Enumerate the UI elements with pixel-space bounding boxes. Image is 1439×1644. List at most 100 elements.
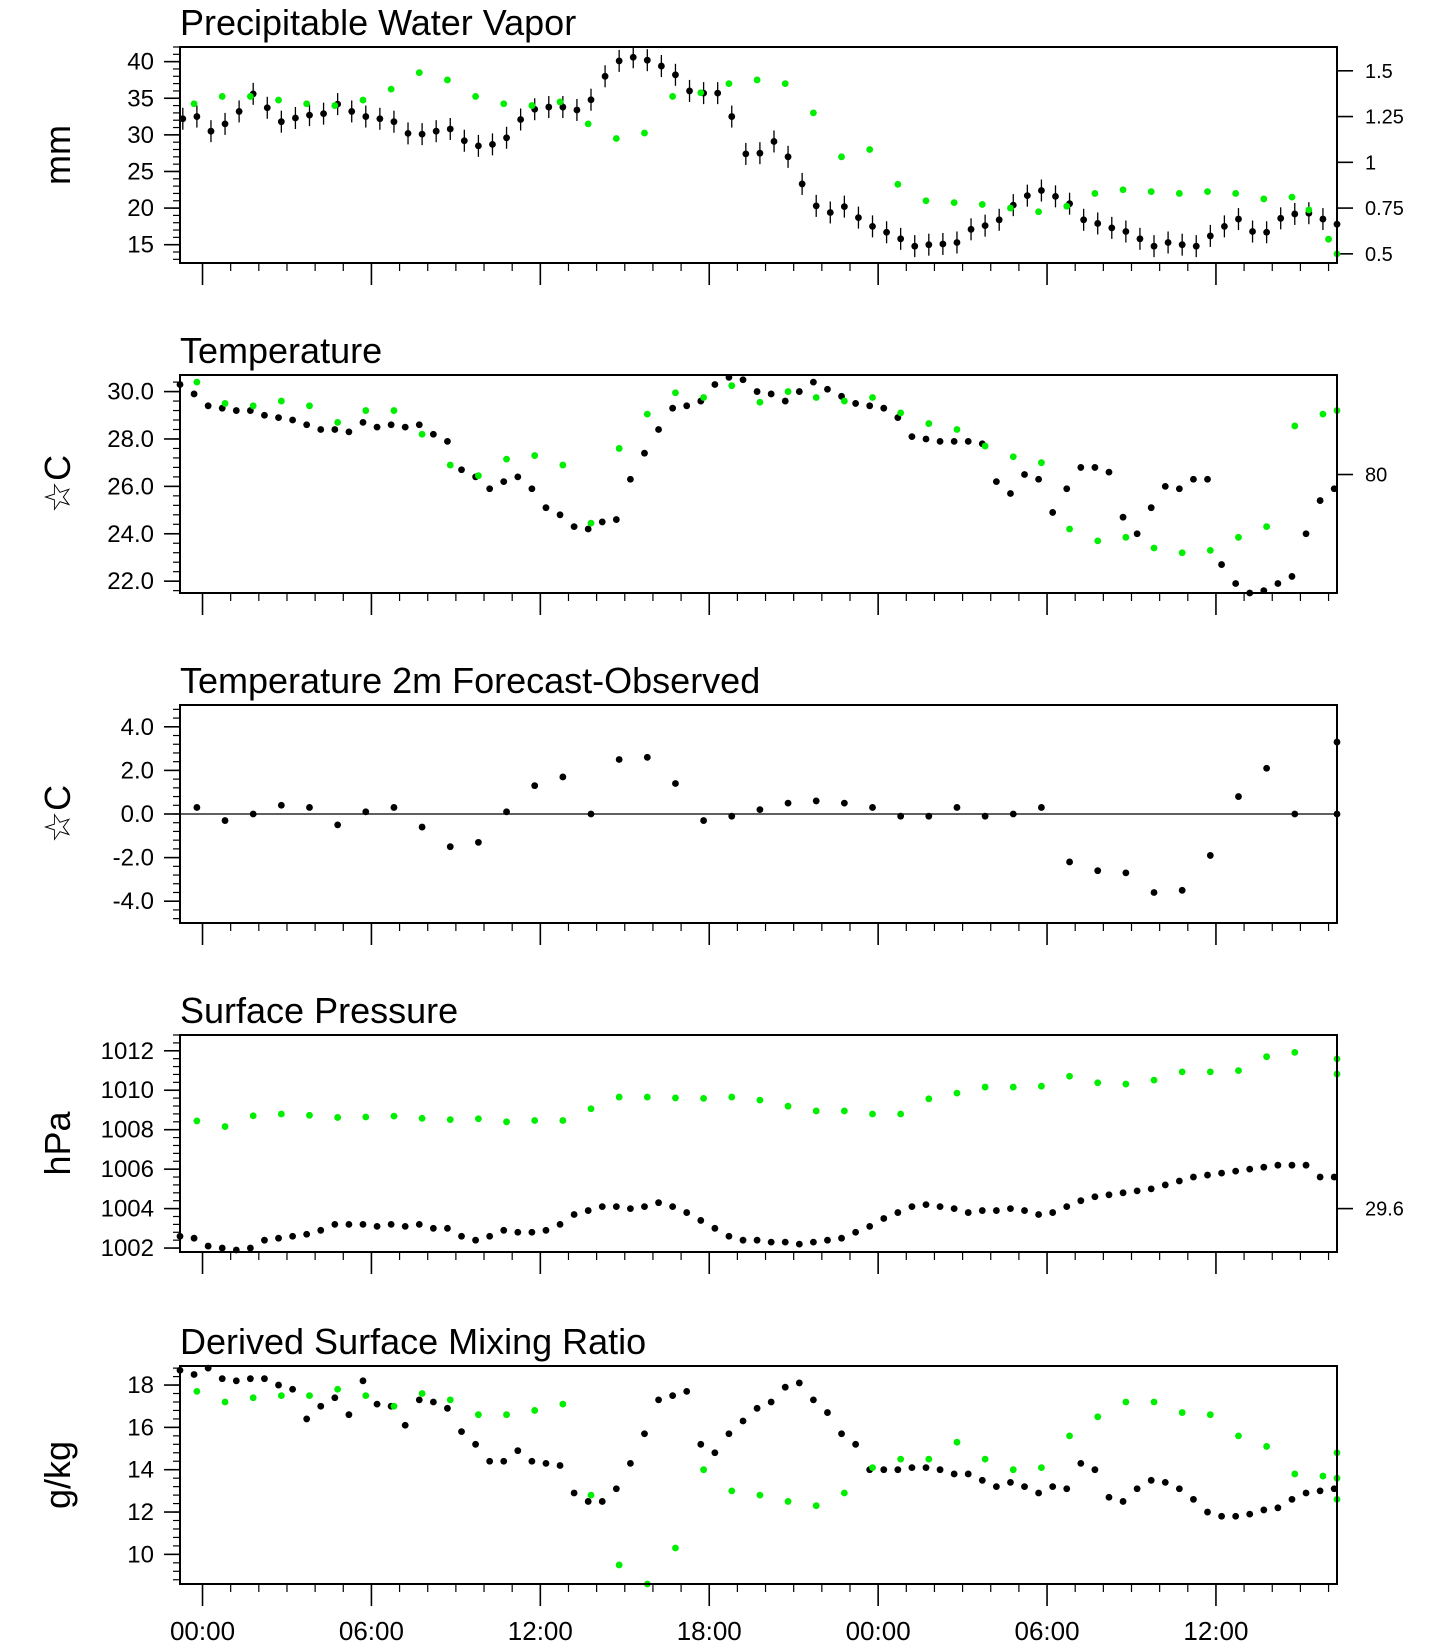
data-point bbox=[261, 1375, 268, 1383]
data-point bbox=[711, 381, 719, 388]
data-point bbox=[869, 222, 876, 230]
data-point bbox=[472, 1236, 479, 1244]
data-point bbox=[528, 1457, 536, 1465]
data-point bbox=[1009, 1083, 1017, 1091]
data-point bbox=[1232, 1512, 1240, 1520]
data-point bbox=[1091, 464, 1099, 471]
right-tick-label: 0.5 bbox=[1365, 244, 1393, 266]
data-point bbox=[657, 62, 665, 70]
data-point bbox=[489, 140, 496, 148]
data-point bbox=[1316, 1173, 1324, 1181]
data-point bbox=[655, 1199, 662, 1207]
data-point bbox=[812, 1502, 820, 1510]
y-tick-label: 2.0 bbox=[121, 757, 154, 784]
right-tick-label: 1 bbox=[1365, 152, 1376, 174]
data-point bbox=[725, 80, 733, 88]
data-point bbox=[1192, 242, 1200, 250]
data-point bbox=[1147, 504, 1155, 512]
data-point bbox=[615, 1093, 623, 1101]
y-tick-label: -2.0 bbox=[113, 845, 154, 872]
data-point bbox=[756, 806, 764, 814]
data-point bbox=[1133, 1485, 1141, 1493]
data-point bbox=[193, 113, 201, 120]
x-tick-label: 00:00 bbox=[170, 1616, 235, 1644]
data-point bbox=[277, 1392, 285, 1400]
data-point bbox=[1175, 190, 1183, 197]
data-point bbox=[795, 1240, 803, 1248]
data-point bbox=[474, 838, 482, 846]
data-point bbox=[669, 1392, 677, 1400]
plot-frame bbox=[179, 1365, 1338, 1585]
data-point bbox=[964, 1470, 972, 1478]
data-point bbox=[1066, 1432, 1073, 1440]
data-point bbox=[866, 402, 874, 410]
panel-title: Temperature bbox=[180, 330, 382, 371]
data-point bbox=[334, 418, 342, 426]
data-point bbox=[742, 150, 750, 158]
data-point bbox=[193, 804, 201, 811]
data-point bbox=[559, 461, 567, 469]
data-point bbox=[683, 1387, 691, 1395]
data-point bbox=[303, 100, 311, 108]
data-point bbox=[981, 812, 989, 820]
data-point bbox=[880, 404, 888, 412]
data-point bbox=[1122, 1398, 1130, 1406]
data-point bbox=[908, 1464, 916, 1471]
data-point bbox=[798, 180, 806, 188]
data-point bbox=[894, 1209, 902, 1216]
data-point bbox=[275, 414, 282, 422]
data-point bbox=[387, 1220, 395, 1228]
data-point bbox=[953, 1438, 961, 1446]
data-point bbox=[812, 797, 820, 805]
data-point bbox=[401, 1421, 409, 1429]
panel-title: Temperature 2m Forecast-Observed bbox=[180, 660, 760, 701]
data-point bbox=[359, 96, 367, 104]
data-point bbox=[866, 1222, 874, 1230]
data-point bbox=[953, 804, 961, 811]
data-point bbox=[1206, 546, 1214, 554]
y-tick-label: 1008 bbox=[101, 1117, 154, 1144]
x-tick-label: 00:00 bbox=[846, 1616, 911, 1644]
data-point bbox=[317, 426, 325, 433]
data-point bbox=[221, 817, 229, 824]
data-point bbox=[275, 1381, 282, 1389]
data-point bbox=[612, 516, 620, 523]
data-point bbox=[517, 116, 525, 123]
data-point bbox=[429, 1224, 437, 1232]
data-point bbox=[390, 1402, 398, 1410]
data-point bbox=[1122, 869, 1130, 877]
data-point bbox=[598, 1498, 606, 1505]
series-1 bbox=[193, 738, 1341, 896]
y-tick-label: 18 bbox=[127, 1372, 154, 1399]
data-point bbox=[809, 1396, 817, 1404]
data-point bbox=[1175, 1177, 1183, 1185]
data-point bbox=[1038, 804, 1045, 811]
data-point bbox=[1161, 1181, 1169, 1189]
data-point bbox=[232, 1377, 240, 1385]
data-point bbox=[249, 1112, 257, 1120]
data-point bbox=[809, 378, 817, 386]
data-point bbox=[753, 1404, 761, 1412]
data-point bbox=[953, 239, 961, 246]
data-point bbox=[1204, 475, 1211, 483]
data-point bbox=[1066, 1072, 1073, 1080]
data-point bbox=[545, 103, 553, 111]
data-point bbox=[1190, 1173, 1197, 1181]
data-point bbox=[767, 1398, 775, 1406]
data-point bbox=[894, 180, 902, 188]
data-point bbox=[1277, 214, 1285, 222]
series-1 bbox=[176, 1161, 1338, 1254]
data-point bbox=[1150, 889, 1158, 896]
data-point bbox=[739, 1236, 747, 1244]
data-point bbox=[306, 1111, 313, 1119]
data-point bbox=[897, 409, 905, 417]
data-point bbox=[559, 103, 567, 111]
data-point bbox=[306, 804, 313, 811]
data-point bbox=[179, 115, 187, 123]
data-point bbox=[1235, 1067, 1242, 1074]
data-point bbox=[1066, 525, 1073, 533]
data-point bbox=[897, 1110, 905, 1118]
data-point bbox=[444, 1224, 451, 1232]
data-point bbox=[922, 435, 930, 443]
data-point bbox=[486, 485, 494, 493]
